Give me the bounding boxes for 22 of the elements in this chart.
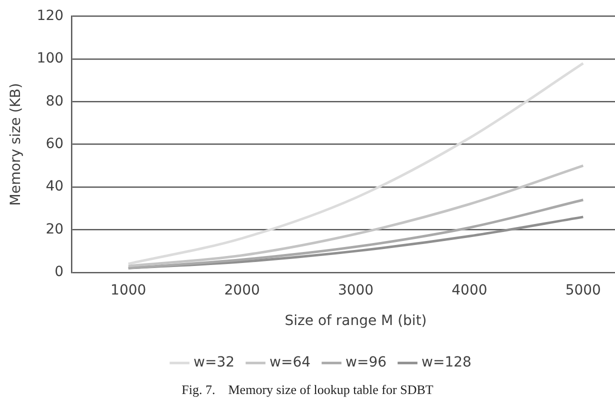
legend-label: w=96 [346, 354, 387, 371]
y-tick-label: 60 [46, 136, 64, 152]
line-series [127, 164, 584, 268]
line-series [127, 198, 584, 270]
y-tick-label: 80 [46, 93, 64, 110]
legend-label: w=64 [270, 354, 311, 371]
caption: Fig. 7. Memory size of lookup table for SDBT [180, 382, 434, 398]
y-tick-label: 0 [54, 264, 64, 280]
x-tick-label: 4000 [452, 282, 488, 298]
x-tick-label: 2000 [224, 282, 260, 298]
y-axis-title: Memory size (KB) [8, 83, 24, 206]
y-tick-label: 40 [46, 178, 64, 195]
x-tick-label: 3000 [338, 282, 374, 298]
y-tick-label: 20 [46, 221, 64, 238]
legend-label: w=32 [194, 354, 235, 371]
y-tick-label: 120 [36, 8, 64, 24]
x-axis-title: Size of range M (bit) [284, 313, 427, 330]
y-tick-label: 100 [36, 50, 64, 67]
line-series [127, 62, 584, 266]
x-tick-label: 5000 [565, 282, 601, 298]
legend-label: w=128 [422, 354, 472, 371]
x-tick-label: 1000 [110, 282, 146, 298]
